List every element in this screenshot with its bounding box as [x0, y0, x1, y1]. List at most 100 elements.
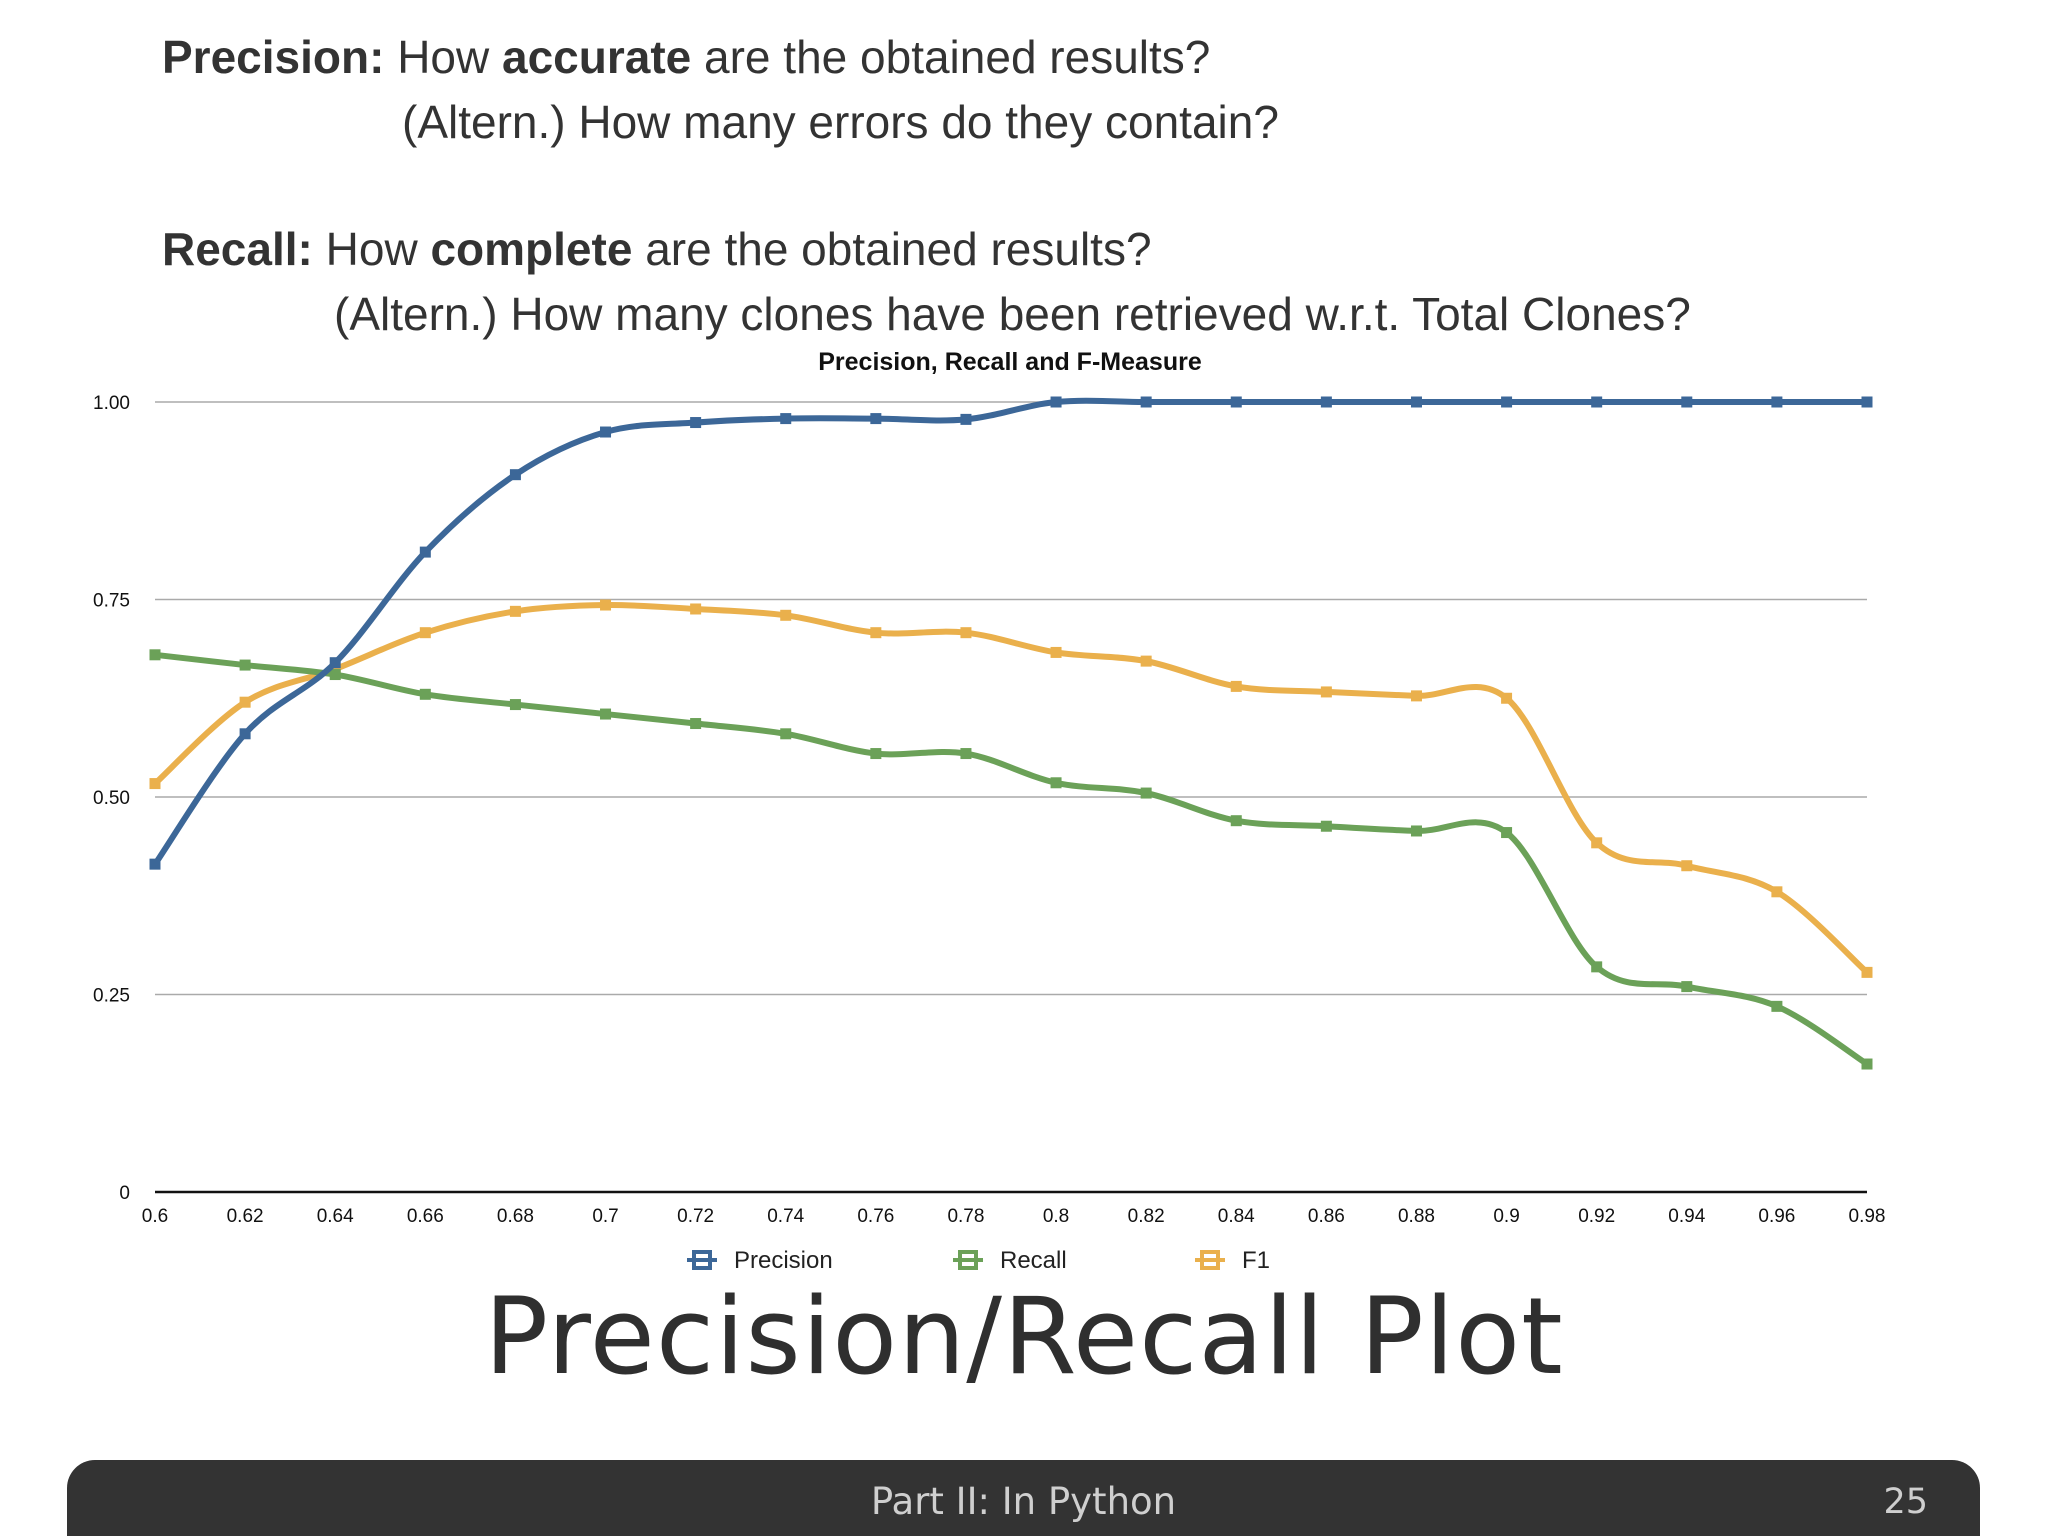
f1-point — [1230, 680, 1242, 692]
series-lines — [149, 396, 1873, 1070]
f1-line — [152, 601, 1870, 976]
precision-keyword: accurate — [502, 31, 692, 83]
f1-point — [1771, 886, 1783, 898]
f1-point — [600, 599, 612, 611]
recall-alternative: (Altern.) How many clones have been retr… — [334, 288, 1691, 340]
recall-point — [870, 748, 882, 760]
x-tick-label: 0.96 — [1758, 1206, 1795, 1227]
precision-point — [1140, 396, 1152, 408]
recall-point — [1681, 981, 1693, 993]
precision-point — [1320, 396, 1332, 408]
x-tick-label: 0.72 — [677, 1206, 714, 1227]
recall-point — [690, 718, 702, 730]
f1-point — [960, 627, 972, 639]
precision-point — [1050, 396, 1062, 408]
recall-point — [1771, 1000, 1783, 1012]
recall-legend-label: Recall — [1000, 1247, 1067, 1274]
f1-point — [780, 609, 792, 621]
x-tick-label: 0.6 — [142, 1206, 168, 1227]
precision-point — [1230, 396, 1242, 408]
f1-point — [1591, 837, 1603, 849]
precision-legend-label: Precision — [734, 1247, 833, 1274]
precision-point — [1861, 396, 1873, 408]
x-tick-label: 0.94 — [1668, 1206, 1705, 1227]
precision-point — [600, 426, 612, 438]
y-tick-label: 1.00 — [93, 393, 130, 414]
x-tick-label: 0.8 — [1043, 1206, 1069, 1227]
recall-point — [239, 659, 251, 671]
f1-point — [509, 605, 521, 617]
recall-point — [509, 699, 521, 711]
f1-point — [1861, 966, 1873, 978]
recall-line — [152, 651, 1870, 1068]
y-tick-label: 0.25 — [93, 986, 130, 1007]
recall-point — [1410, 825, 1422, 837]
page-number: 25 — [1883, 1482, 1928, 1522]
f1-point — [1050, 646, 1062, 658]
precision-alternative: (Altern.) How many errors do they contai… — [402, 96, 1279, 148]
x-tick-label: 0.7 — [592, 1206, 618, 1227]
x-tick-label: 0.84 — [1218, 1206, 1255, 1227]
x-tick-label: 0.98 — [1849, 1206, 1886, 1227]
x-tick-label: 0.82 — [1128, 1206, 1165, 1227]
y-tick-label: 0.75 — [93, 591, 130, 612]
chart-title: Precision, Recall and F-Measure — [818, 348, 1202, 376]
f1-legend-label: F1 — [1242, 1247, 1270, 1274]
gridlines — [155, 401, 1867, 996]
footer-text: Part II: In Python — [870, 1480, 1177, 1523]
recall-label: Recall: — [162, 223, 313, 275]
recall-point — [1320, 820, 1332, 832]
recall-pre: How — [325, 223, 418, 275]
recall-definition: Recall: How complete are the obtained re… — [162, 222, 1152, 276]
f1-point — [329, 663, 341, 675]
x-tick-label: 0.62 — [227, 1206, 264, 1227]
precision-post: are the obtained results? — [704, 31, 1211, 83]
precision-point — [1681, 396, 1693, 408]
footer-bar: Part II: In Python 25 — [67, 1460, 1980, 1536]
precision-definition: Precision: How accurate are the obtained… — [162, 30, 1210, 84]
f1-point — [419, 627, 431, 639]
x-tick-label: 0.74 — [767, 1206, 804, 1227]
y-tick-label: 0.50 — [93, 788, 130, 809]
recall-point — [960, 748, 972, 760]
f1-point — [690, 603, 702, 615]
x-tick-label: 0.66 — [407, 1206, 444, 1227]
precision-recall-chart: Precision, Recall and F-Measure 0 0.25 0.5… — [93, 348, 1886, 1274]
f1-point — [870, 627, 882, 639]
precision-line — [152, 397, 1870, 868]
x-tick-label: 0.86 — [1308, 1206, 1345, 1227]
precision-point — [239, 728, 251, 740]
recall-point — [1591, 961, 1603, 973]
y-tick-label: 0 — [119, 1183, 130, 1204]
x-tick-label: 0.88 — [1398, 1206, 1435, 1227]
recall-post: are the obtained results? — [645, 223, 1152, 275]
x-tick-label: 0.64 — [317, 1206, 354, 1227]
x-tick-label: 0.92 — [1578, 1206, 1615, 1227]
x-tick-label: 0.9 — [1493, 1206, 1519, 1227]
x-tick-label: 0.78 — [947, 1206, 984, 1227]
precision-point — [1591, 396, 1603, 408]
legend: Precision Recall F1 — [687, 1247, 1270, 1274]
precision-point — [1771, 396, 1783, 408]
precision-point — [960, 413, 972, 425]
recall-point — [329, 669, 341, 681]
recall-point — [1501, 827, 1513, 839]
precision-label: Precision: — [162, 31, 385, 83]
slide-title: Precision/Recall Plot — [484, 1275, 1564, 1398]
f1-point — [239, 696, 251, 708]
recall-point — [419, 688, 431, 700]
recall-point — [600, 708, 612, 720]
f1-point — [1681, 860, 1693, 872]
x-tick-label: 0.68 — [497, 1206, 534, 1227]
precision-point — [690, 417, 702, 429]
recall-keyword: complete — [430, 223, 633, 275]
precision-point — [1501, 396, 1513, 408]
recall-point — [1050, 777, 1062, 789]
precision-point — [419, 546, 431, 558]
recall-point — [1140, 787, 1152, 799]
recall-point — [149, 649, 161, 661]
recall-point — [780, 728, 792, 740]
f1-point — [1140, 655, 1152, 667]
f1-point — [1501, 692, 1513, 704]
x-tick-label: 0.76 — [857, 1206, 894, 1227]
